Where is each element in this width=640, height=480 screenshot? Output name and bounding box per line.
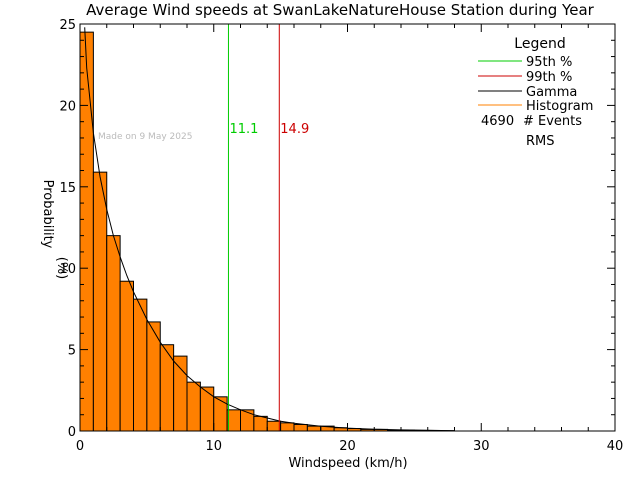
histogram-bar-13 (253, 415, 268, 432)
y-tick-label-5: 5 (68, 344, 76, 359)
percentile-lines: 11.1 14.9 (227, 24, 309, 431)
histogram-bar-17 (306, 425, 322, 432)
legend-events-count: 4690 (481, 114, 514, 129)
histogram-bar-14 (266, 420, 282, 432)
legend-label-95th: 95th % (526, 55, 572, 70)
legend-rms-label: RMS (526, 134, 555, 149)
histogram-bar-4 (133, 298, 148, 432)
x-tick-label-30: 30 (473, 439, 490, 454)
gamma-curve (84, 27, 455, 432)
histogram-bar-12 (240, 409, 255, 432)
x-tick-label-40: 40 (607, 439, 624, 454)
percentile-value-95th: 11.1 (229, 122, 258, 137)
histogram-bar-0 (79, 31, 94, 432)
legend-label-histogram: Histogram (526, 99, 593, 114)
histogram-bar-9 (199, 386, 215, 432)
legend-title: Legend (514, 36, 565, 52)
histogram-bar-1 (92, 171, 108, 432)
legend: Legend 95th % 99th % Gamma Histogram 469… (478, 36, 593, 149)
y-tick-label-0: 0 (68, 425, 76, 440)
y-axis-label-line2: (%) (54, 257, 69, 280)
watermark-text: Made on 9 May 2025 (98, 132, 192, 142)
histogram-bar-2 (106, 235, 121, 432)
x-tick-label-10: 10 (205, 439, 222, 454)
gamma-curve-layer (84, 27, 455, 432)
y-tick-label-20: 20 (59, 99, 76, 114)
y-tick-label-25: 25 (59, 18, 76, 33)
histogram-bar-16 (293, 423, 308, 432)
x-axis-label: Windspeed (km/h) (288, 456, 407, 471)
percentile-value-99th: 14.9 (280, 122, 309, 137)
histogram-bar-3 (119, 280, 134, 432)
x-tick-label-0: 0 (76, 439, 84, 454)
histogram-bars (79, 31, 455, 432)
histogram-bar-10 (213, 396, 228, 432)
legend-label-gamma: Gamma (526, 85, 577, 100)
histogram-bar-8 (186, 381, 201, 432)
histogram-bar-11 (226, 409, 241, 432)
y-tick-label-10: 10 (59, 262, 76, 277)
legend-label-99th: 99th % (526, 70, 572, 85)
axes: 0 10 20 30 40 0 5 10 15 20 25 (59, 18, 623, 454)
x-tick-label-20: 20 (339, 439, 356, 454)
histogram-bar-15 (280, 422, 295, 432)
histogram-bar-7 (173, 355, 188, 432)
y-tick-label-15: 15 (59, 181, 76, 196)
chart-title: Average Wind speeds at SwanLakeNatureHou… (86, 1, 594, 19)
y-axis-label-line1: Probability (40, 180, 55, 249)
legend-events-label: # Events (523, 114, 582, 129)
